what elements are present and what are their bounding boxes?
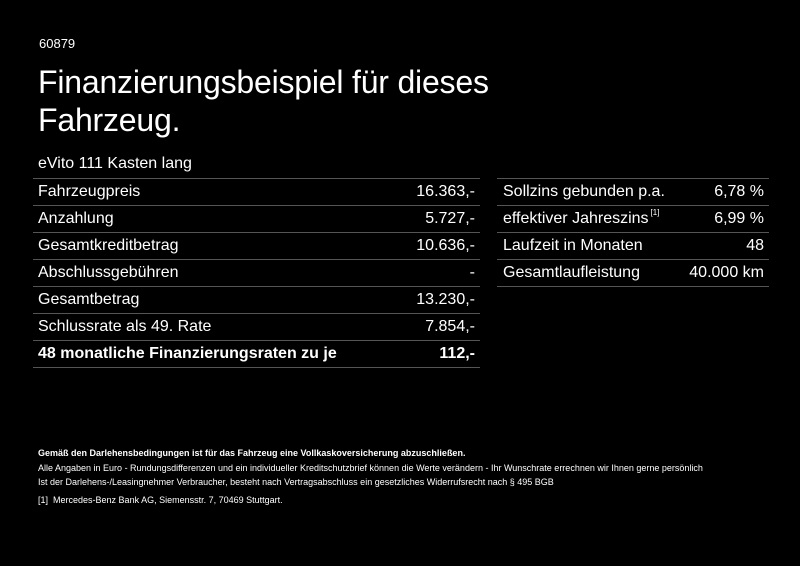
row-value: 6,99 %	[714, 210, 764, 227]
row-label: 48 monatliche Finanzierungsraten zu je	[38, 345, 337, 362]
footnote: [1] Mercedes-Benz Bank AG, Siemensstr. 7…	[38, 493, 283, 507]
table-row: Sollzins gebunden p.a. 6,78 %	[497, 179, 769, 206]
table-row: Gesamtbetrag 13.230,-	[33, 287, 480, 314]
financing-table: Fahrzeugpreis 16.363,- Anzahlung 5.727,- G…	[33, 178, 480, 368]
table-row: effektiver Jahreszins [1] 6,99 %	[497, 206, 769, 233]
row-value: 48	[746, 237, 764, 254]
table-row: Gesamtlaufleistung 40.000 km	[497, 260, 769, 287]
row-label: effektiver Jahreszins	[503, 210, 649, 227]
footnote-mark: [1]	[38, 495, 49, 505]
table-row: Schlussrate als 49. Rate 7.854,-	[33, 314, 480, 341]
footnote-ref: [1]	[650, 208, 660, 217]
row-label: Schlussrate als 49. Rate	[38, 318, 212, 335]
row-value: 6,78 %	[714, 183, 764, 200]
row-label: Sollzins gebunden p.a.	[503, 183, 665, 200]
footnote-text: Mercedes-Benz Bank AG, Siemensstr. 7, 70…	[53, 495, 283, 505]
row-label: Laufzeit in Monaten	[503, 237, 643, 254]
monthly-rate-row: 48 monatliche Finanzierungsraten zu je 11…	[33, 341, 480, 368]
row-value: 13.230,-	[416, 291, 475, 308]
disclaimer-line-2: Ist der Darlehens-/Leasingnehmer Verbrau…	[38, 477, 554, 487]
vehicle-id: 60879	[39, 36, 76, 51]
row-value: 5.727,-	[425, 210, 475, 227]
table-row: Laufzeit in Monaten 48	[497, 233, 769, 260]
table-row: Fahrzeugpreis 16.363,-	[33, 179, 480, 206]
interest-table: Sollzins gebunden p.a. 6,78 % effektiver …	[497, 178, 769, 287]
row-value: 10.636,-	[416, 237, 475, 254]
row-label: Fahrzeugpreis	[38, 183, 141, 200]
title-line-1: Finanzierungsbeispiel für dieses	[38, 64, 489, 100]
row-label: Gesamtlaufleistung	[503, 264, 640, 281]
table-row: Abschlussgebühren -	[33, 260, 480, 287]
table-row: Gesamtkreditbetrag 10.636,-	[33, 233, 480, 260]
insurance-note: Gemäß den Darlehensbedingungen ist für d…	[38, 448, 466, 458]
row-value: 16.363,-	[416, 183, 475, 200]
page-title: Finanzierungsbeispiel für dieses Fahrzeu…	[38, 63, 489, 139]
row-value: 112,-	[439, 345, 475, 362]
table-row: Anzahlung 5.727,-	[33, 206, 480, 233]
row-value: -	[469, 264, 475, 281]
row-value: 40.000 km	[689, 264, 764, 281]
row-label: Gesamtbetrag	[38, 291, 140, 308]
row-label: Gesamtkreditbetrag	[38, 237, 179, 254]
disclaimer-line-1: Alle Angaben in Euro - Rundungsdifferenz…	[38, 463, 703, 473]
vehicle-model: eVito 111 Kasten lang	[38, 155, 192, 172]
row-label: Abschlussgebühren	[38, 264, 179, 281]
title-line-2: Fahrzeug.	[38, 102, 181, 138]
row-label: Anzahlung	[38, 210, 114, 227]
row-value: 7.854,-	[425, 318, 475, 335]
